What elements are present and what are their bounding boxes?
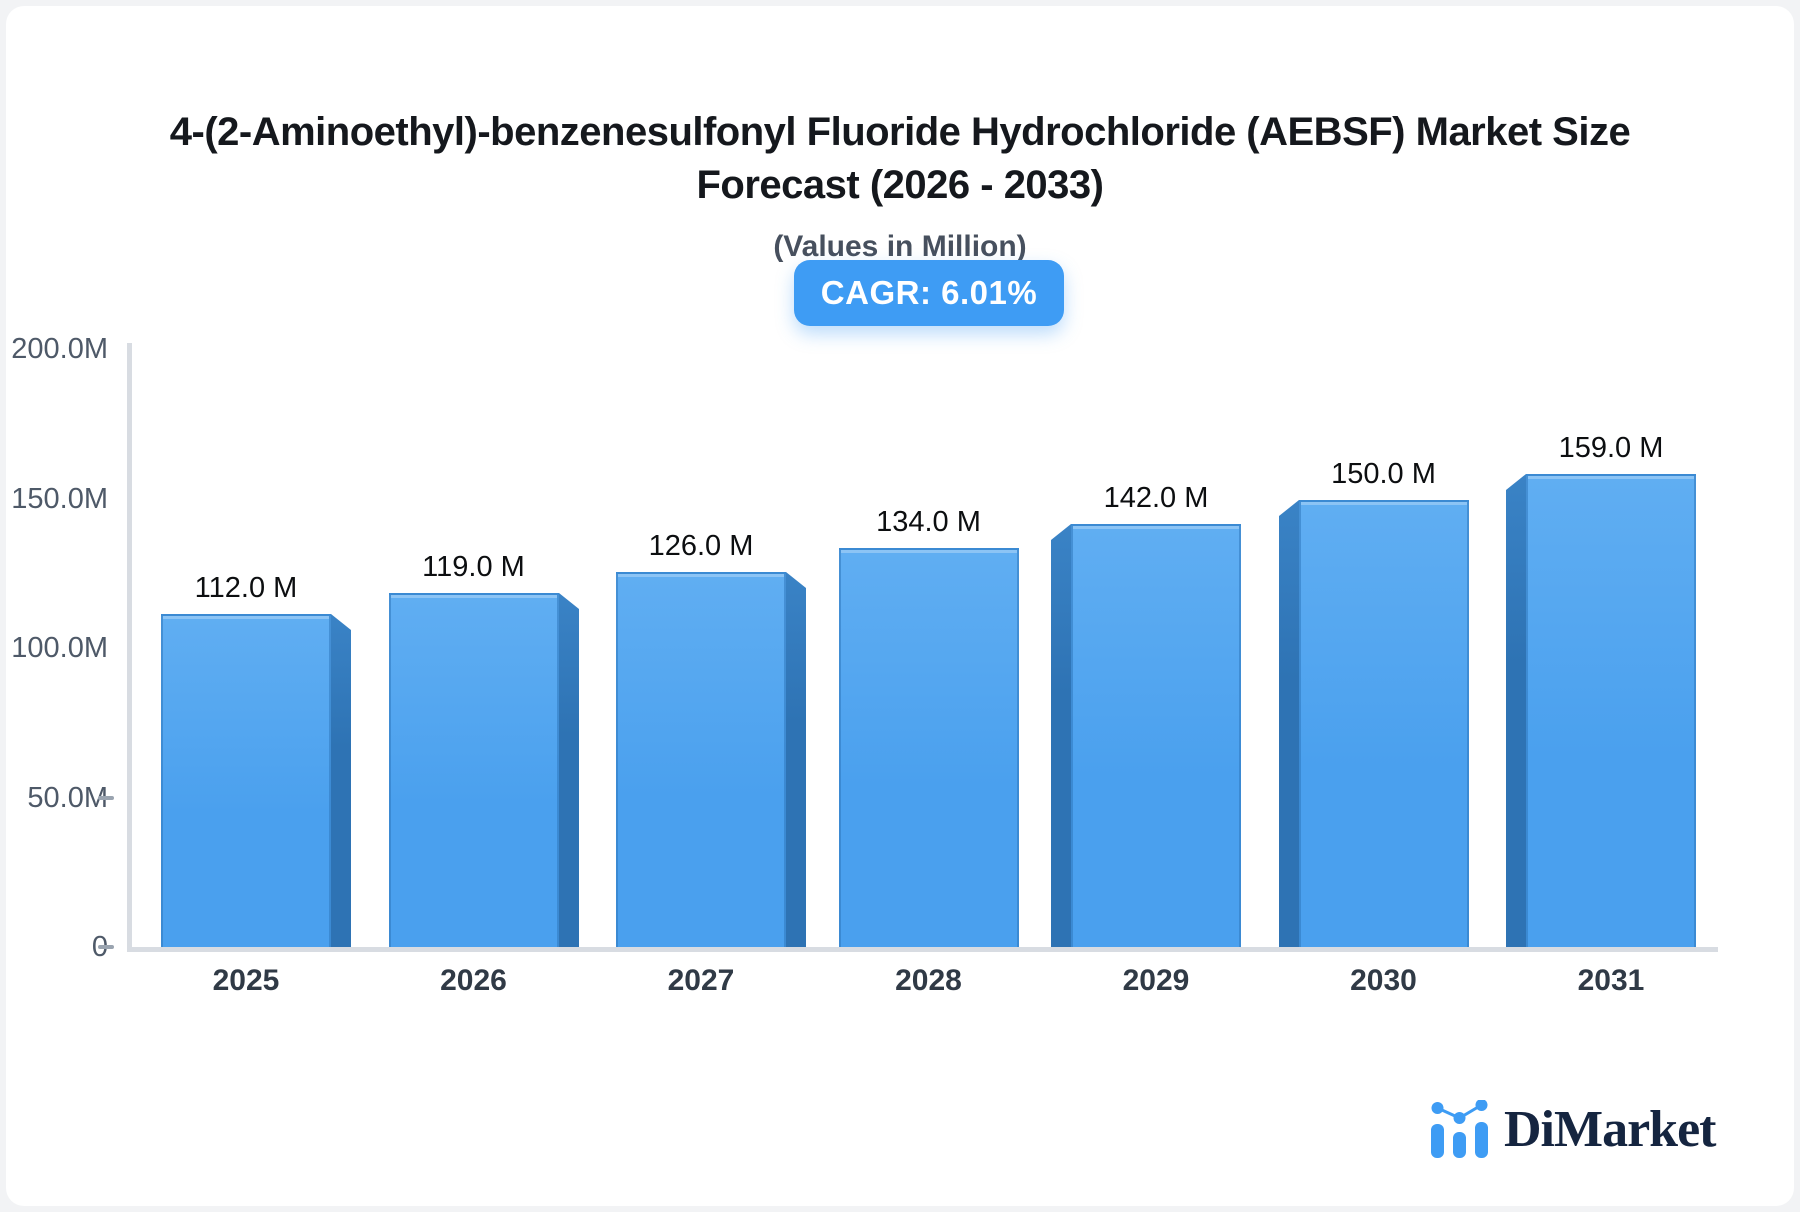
x-axis-tick-label: 2027 <box>667 964 735 997</box>
y-axis-tick-label: 200.0M <box>11 333 108 365</box>
dimarket-logo-text: DiMarket <box>1504 1101 1716 1158</box>
cagr-badge: CAGR: 6.01% <box>794 260 1064 326</box>
bar-3d-side <box>786 572 806 947</box>
x-axis-tick-label: 2025 <box>212 964 280 997</box>
bar <box>1071 524 1241 947</box>
bar-value-label: 119.0 M <box>422 551 525 583</box>
x-axis-tick-label: 2028 <box>895 964 962 997</box>
y-axis-tick-label: 150.0M <box>11 482 108 515</box>
bar-value-label: 150.0 M <box>1331 458 1436 490</box>
bar <box>839 548 1019 947</box>
dimarket-logo: DiMarket <box>1428 1100 1716 1158</box>
x-axis-line <box>127 947 1718 952</box>
y-axis-tick-mark <box>98 795 114 800</box>
y-axis-tick-mark <box>98 945 114 949</box>
x-axis-tick-label: 2029 <box>1122 964 1190 997</box>
x-axis-tick-label: 2026 <box>440 964 507 997</box>
bar-value-label: 142.0 M <box>1103 482 1209 514</box>
bar-value-label: 126.0 M <box>648 530 754 562</box>
bar-value-label: 112.0 M <box>194 572 298 604</box>
bar <box>1299 500 1469 947</box>
bar-3d-side <box>1051 524 1071 947</box>
x-axis-tick-label: 2030 <box>1350 964 1417 997</box>
bar-value-label: 134.0 M <box>876 506 981 538</box>
bar-3d-side <box>1506 474 1526 947</box>
dimarket-logo-icon <box>1431 1100 1488 1158</box>
chart-card: 4-(2-Aminoethyl)-benzenesulfonyl Fluorid… <box>6 6 1794 1206</box>
chart-title-line2: Forecast (2026 - 2033) <box>696 163 1104 207</box>
x-axis-tick-label: 2031 <box>1577 964 1645 997</box>
bar <box>1526 474 1696 947</box>
y-axis-line <box>127 343 132 951</box>
bar <box>389 593 559 947</box>
chart-canvas: 4-(2-Aminoethyl)-benzenesulfonyl Fluorid… <box>6 6 1794 1206</box>
chart-title-line1: 4-(2-Aminoethyl)-benzenesulfonyl Fluorid… <box>169 110 1631 154</box>
bar-3d-side <box>1279 500 1299 947</box>
bar-3d-side <box>559 593 579 947</box>
y-axis-tick-label: 50.0M <box>27 781 108 814</box>
y-axis-tick-label: 0 <box>6 927 108 967</box>
chart-title: 4-(2-Aminoethyl)-benzenesulfonyl Fluorid… <box>6 106 1794 212</box>
y-axis-tick-label: 100.0M <box>11 632 108 664</box>
bar <box>616 572 786 947</box>
chart-subtitle: (Values in Million) <box>773 230 1027 263</box>
bar-3d-side <box>331 614 351 947</box>
bar <box>161 614 331 947</box>
bar-value-label: 159.0 M <box>1558 432 1664 464</box>
